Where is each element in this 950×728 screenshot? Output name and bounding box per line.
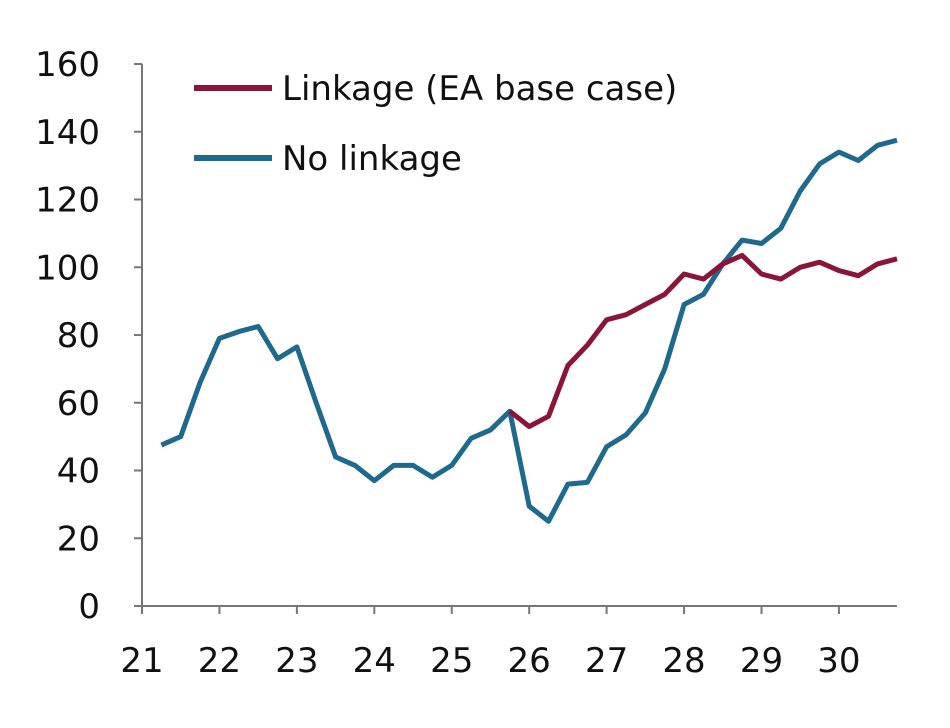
y-tick-label: 100 bbox=[35, 248, 100, 288]
x-axis-ticks: 21 22 23 24 25 26 27 28 29 30 bbox=[120, 606, 861, 681]
x-tick-label: 21 bbox=[120, 641, 163, 681]
series-line-no-linkage bbox=[160, 137, 898, 524]
y-axis-ticks: 0 20 40 60 80 100 120 140 160 bbox=[35, 45, 142, 627]
legend-label-linkage: Linkage (EA base case) bbox=[282, 69, 677, 109]
x-tick-label: 26 bbox=[508, 641, 551, 681]
y-tick-label: 140 bbox=[35, 113, 100, 153]
legend: Linkage (EA base case) No linkage bbox=[194, 69, 677, 179]
x-tick-label: 24 bbox=[353, 641, 396, 681]
x-tick-label: 30 bbox=[817, 641, 860, 681]
x-tick-label: 25 bbox=[430, 641, 473, 681]
y-tick-label: 40 bbox=[57, 452, 100, 492]
y-tick-label: 160 bbox=[35, 45, 100, 85]
y-tick-label: 20 bbox=[57, 519, 100, 559]
axes bbox=[141, 64, 897, 607]
y-tick-label: 120 bbox=[35, 181, 100, 221]
y-tick-label: 0 bbox=[78, 587, 100, 627]
x-tick-label: 27 bbox=[585, 641, 628, 681]
legend-label-no-linkage: No linkage bbox=[282, 139, 462, 179]
y-tick-label: 80 bbox=[57, 316, 100, 356]
series-layer bbox=[160, 137, 898, 524]
y-tick-label: 60 bbox=[57, 384, 100, 424]
x-tick-label: 29 bbox=[740, 641, 783, 681]
x-tick-label: 22 bbox=[198, 641, 241, 681]
series-line-linkage bbox=[508, 252, 898, 429]
x-tick-label: 28 bbox=[662, 641, 705, 681]
x-tick-label: 23 bbox=[275, 641, 318, 681]
